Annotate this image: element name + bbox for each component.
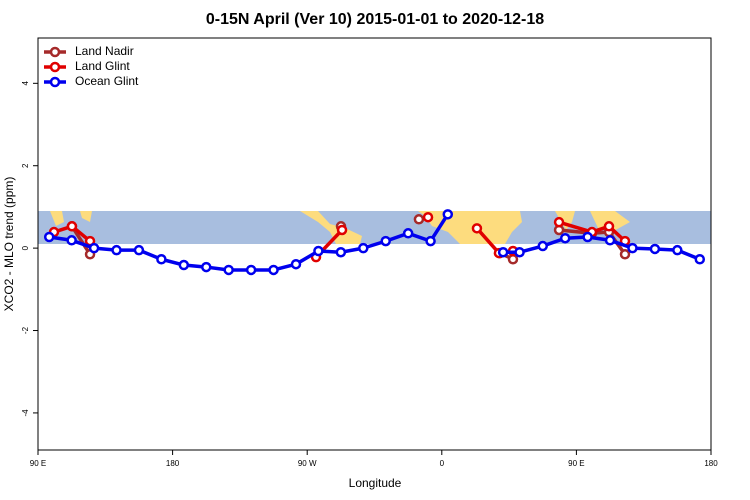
data-point	[358, 242, 369, 254]
x-tick-label: 90 E	[30, 459, 46, 468]
data-point	[88, 242, 100, 254]
data-point	[223, 264, 234, 276]
data-point	[559, 232, 571, 244]
data-point	[672, 244, 683, 256]
data-point	[66, 221, 78, 232]
data-point	[582, 231, 593, 243]
data-point	[422, 211, 434, 223]
data-point	[290, 258, 302, 270]
legend-label: Land Glint	[75, 59, 130, 73]
x-tick-label: 90 W	[298, 459, 317, 468]
data-point	[507, 253, 519, 265]
data-point	[336, 224, 348, 236]
data-point	[627, 242, 638, 254]
y-tick-label: -4	[21, 409, 30, 417]
data-point	[313, 245, 324, 257]
data-point	[442, 209, 454, 220]
x-tick-label: 180	[704, 459, 718, 468]
data-point	[43, 231, 55, 243]
data-point	[335, 246, 347, 258]
data-point	[553, 216, 565, 228]
data-point	[604, 235, 616, 246]
data-point	[66, 235, 77, 246]
data-point	[380, 235, 391, 247]
data-point	[471, 223, 483, 234]
data-point	[537, 240, 548, 252]
y-tick-label: -2	[21, 326, 30, 334]
data-point	[111, 244, 122, 256]
legend-label: Land Nadir	[75, 44, 134, 58]
x-tick-label: 0	[440, 459, 445, 468]
plot-frame	[37, 37, 712, 451]
data-point	[514, 246, 525, 258]
data-point	[245, 264, 257, 276]
data-point	[413, 214, 425, 225]
data-point	[649, 243, 661, 255]
data-point	[268, 264, 279, 276]
data-point	[603, 221, 615, 232]
data-point	[619, 249, 631, 260]
legend-marker	[49, 61, 61, 73]
data-point	[178, 259, 190, 271]
map-background	[38, 211, 711, 244]
data-point	[402, 228, 414, 239]
data-point	[497, 246, 509, 258]
x-tick-label: 90 E	[568, 459, 584, 468]
legend-label: Ocean Glint	[75, 74, 139, 88]
data-point	[694, 253, 706, 265]
y-axis-label: XCO2 - MLO trend (ppm)	[2, 177, 16, 312]
y-tick-label: 0	[21, 245, 30, 250]
legend-marker	[49, 76, 61, 88]
legend-marker	[49, 46, 61, 58]
data-point	[425, 235, 436, 247]
x-tick-label: 180	[166, 459, 180, 468]
chart-title: 0-15N April (Ver 10) 2015-01-01 to 2020-…	[206, 11, 544, 28]
y-tick-label: 2	[21, 163, 30, 168]
data-point	[201, 261, 212, 273]
x-axis-label: Longitude	[349, 476, 402, 490]
data-point	[133, 244, 145, 256]
y-tick-label: 4	[21, 81, 30, 86]
data-point	[156, 253, 167, 265]
